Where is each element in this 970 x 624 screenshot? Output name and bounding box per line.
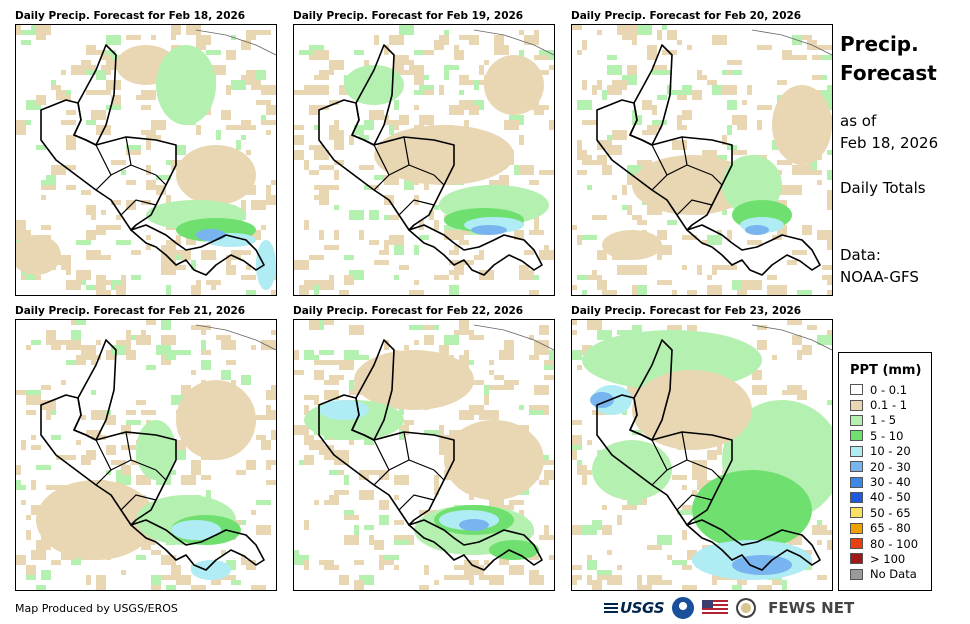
panel-title: Daily Precip. Forecast for Feb 22, 2026 [293,305,524,317]
legend-item: > 100 [839,551,931,566]
forecast-panel-1: Daily Precip. Forecast for Feb 18, 2026 [15,10,277,302]
legend-swatch [850,507,863,519]
noaa-logo-icon [672,597,695,619]
as-of-date: Feb 18, 2026 [840,134,939,152]
forecast-panel-2: Daily Precip. Forecast for Feb 19, 2026 [293,10,555,302]
legend-item: 40 - 50 [839,490,931,505]
legend-swatch [850,461,863,473]
fews-net-logo: FEWS NET [768,599,855,617]
legend-item: 10 - 20 [839,444,931,459]
legend-label: > 100 [870,551,906,566]
usgs-wave-icon [604,602,618,615]
data-source: NOAA-GFS [840,268,919,286]
main-title-line2: Forecast [840,61,937,85]
data-label: Data: [840,246,881,264]
map-credit: Map Produced by USGS/EROS [15,602,178,615]
legend-item: 1 - 5 [839,413,931,428]
legend-item: 0.1 - 1 [839,397,931,412]
legend-item: 0 - 0.1 [839,382,931,397]
precip-map [15,24,277,296]
legend-label: 20 - 30 [870,459,911,474]
legend-label: 30 - 40 [870,475,911,490]
main-title: Precip. Forecast [840,30,937,88]
precip-map [293,319,555,591]
panel-title: Daily Precip. Forecast for Feb 23, 2026 [571,305,802,317]
legend-item: No Data [839,567,931,582]
map-canvas [16,320,276,590]
legend-swatch [850,538,863,550]
logo-strip: USGS FEWS NET [604,596,854,620]
legend-swatch [850,522,863,534]
legend-label: 50 - 65 [870,505,911,520]
legend-label: No Data [870,567,917,582]
as-of-label: as of [840,112,877,130]
legend-item: 50 - 65 [839,505,931,520]
precip-map [293,24,555,296]
legend-item: 65 - 80 [839,521,931,536]
map-canvas [16,25,276,295]
legend-label: 1 - 5 [870,413,897,428]
panel-title: Daily Precip. Forecast for Feb 21, 2026 [15,305,246,317]
panel-title: Daily Precip. Forecast for Feb 19, 2026 [293,10,524,22]
us-flag-icon [702,600,729,616]
forecast-panel-5: Daily Precip. Forecast for Feb 22, 2026 [293,305,555,597]
map-canvas [294,25,554,295]
legend-swatch [850,384,863,396]
legend-label: 0 - 0.1 [870,382,908,397]
legend-swatch [850,491,863,503]
legend-swatch [850,476,863,488]
panel-title: Daily Precip. Forecast for Feb 18, 2026 [15,10,246,22]
legend-item: 30 - 40 [839,474,931,489]
forecast-panel-3: Daily Precip. Forecast for Feb 20, 2026 [571,10,833,302]
legend-swatch [850,399,863,411]
legend-swatch [850,414,863,426]
legend-item: 5 - 10 [839,428,931,443]
precip-map [15,319,277,591]
legend-swatch [850,430,863,442]
panel-title: Daily Precip. Forecast for Feb 20, 2026 [571,10,802,22]
usgs-logo-text: USGS [620,599,665,617]
forecast-panel-4: Daily Precip. Forecast for Feb 21, 2026 [15,305,277,597]
precip-map [571,319,833,591]
legend-swatch [850,445,863,457]
forecast-panel-6: Daily Precip. Forecast for Feb 23, 2026 [571,305,833,597]
as-of-text: as of Feb 18, 2026 [840,110,938,154]
data-source-text: Data: NOAA-GFS [840,244,919,288]
legend-label: 40 - 50 [870,490,911,505]
state-dept-seal-icon [736,598,757,618]
legend-label: 0.1 - 1 [870,398,908,413]
main-title-line1: Precip. [840,32,919,56]
legend-label: 80 - 100 [870,536,919,551]
legend-label: 10 - 20 [870,444,911,459]
map-canvas [572,320,832,590]
precip-map [571,24,833,296]
daily-totals-text: Daily Totals [840,179,926,197]
map-canvas [294,320,554,590]
legend-item: 20 - 30 [839,459,931,474]
legend-swatch [850,568,863,580]
legend-item: 80 - 100 [839,536,931,551]
legend-title: PPT (mm) [850,363,922,378]
legend-label: 65 - 80 [870,521,911,536]
usgs-logo: USGS [604,599,665,617]
legend-label: 5 - 10 [870,428,904,443]
map-canvas [572,25,832,295]
legend-swatch [850,553,863,565]
